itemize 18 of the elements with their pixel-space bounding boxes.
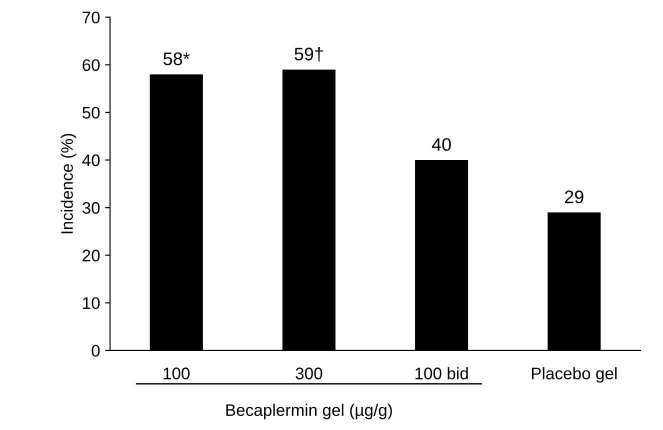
y-tick-label: 50 [82, 106, 100, 119]
data-label: 58* [164, 52, 190, 66]
y-tick-label: 70 [82, 12, 100, 24]
y-tick-label: 60 [82, 59, 100, 72]
y-tick-label: 40 [82, 154, 100, 166]
y-tick-label: 30 [82, 202, 100, 214]
y-tick-label: 10 [83, 297, 100, 310]
y-tick-label: 0 [92, 344, 100, 357]
x-tick-label: 100 bid [415, 367, 468, 380]
y-tick-label: 20 [82, 250, 100, 262]
data-label: 40 [432, 138, 451, 151]
y-axis-title: Incidence (%) [60, 134, 76, 234]
x-tick-label: Placebo gel [532, 367, 617, 383]
x-tick-label: 300 [296, 368, 322, 380]
x-axis-title: Becaplermin gel (µg/g) [226, 404, 392, 420]
data-label: 29 [565, 190, 584, 204]
data-label: 59† [294, 47, 323, 62]
x-tick-label: 100 [164, 368, 190, 380]
